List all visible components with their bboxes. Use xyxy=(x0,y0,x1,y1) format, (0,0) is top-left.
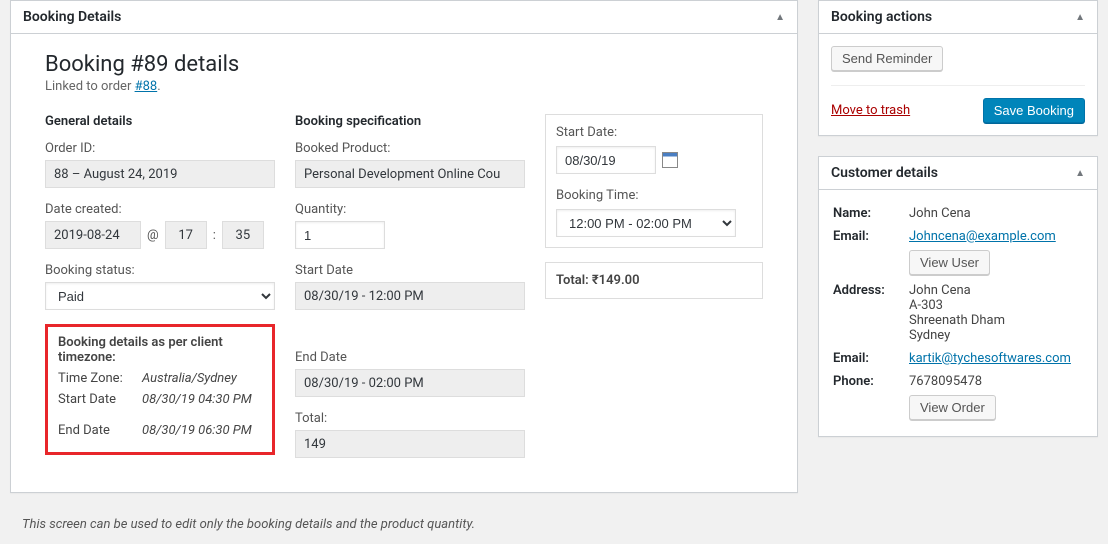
collapse-icon[interactable]: ▲ xyxy=(1075,168,1085,179)
view-user-button[interactable]: View User xyxy=(909,250,990,275)
date-created-min: 35 xyxy=(222,221,264,249)
booking-details-panel: Booking Details ▲ Booking #89 details Li… xyxy=(10,0,798,493)
customer-email-link[interactable]: Johncena@example.com xyxy=(909,229,1056,244)
client-timezone-box: Booking details as per client timezone: … xyxy=(45,324,275,455)
send-reminder-button[interactable]: Send Reminder xyxy=(831,46,943,71)
customer-details-panel: Customer details ▲ Name:John Cena Email:… xyxy=(818,156,1098,437)
booking-spec-column: Booking specification Booked Product: Pe… xyxy=(295,114,525,472)
general-section-title: General details xyxy=(45,114,275,129)
general-details-column: General details Order ID: 88 – August 24… xyxy=(45,114,275,472)
calendar-icon[interactable] xyxy=(662,152,678,168)
spec-end-value: 08/30/19 - 02:00 PM xyxy=(295,369,525,397)
booking-time-label: Booking Time: xyxy=(556,188,752,203)
customer-table: Name:John Cena Email:Johncena@example.co… xyxy=(831,202,1085,424)
spec-end-label: End Date xyxy=(295,350,525,365)
spec-section-title: Booking specification xyxy=(295,114,525,129)
date-total-column: Start Date: Booking Time: 12:00 PM - 02:… xyxy=(545,114,763,472)
spec-start-label: Start Date xyxy=(295,263,525,278)
booking-heading: Booking #89 details xyxy=(45,52,797,77)
product-label: Booked Product: xyxy=(295,141,525,156)
right-start-label: Start Date: xyxy=(556,125,752,140)
tz-start: 08/30/19 04:30 PM xyxy=(142,392,252,407)
customer-email2-link[interactable]: kartik@tychesoftwares.com xyxy=(909,351,1071,366)
customer-address: John CenaA-303Shreenath DhamSydney xyxy=(907,279,1085,347)
start-date-input[interactable] xyxy=(556,146,656,174)
save-booking-button[interactable]: Save Booking xyxy=(983,98,1085,123)
collapse-icon[interactable]: ▲ xyxy=(775,12,785,23)
total-amount: ₹149.00 xyxy=(592,273,640,288)
date-created-hour: 17 xyxy=(165,221,207,249)
booking-actions-panel: Booking actions ▲ Send Reminder Move to … xyxy=(818,0,1098,136)
customer-title: Customer details xyxy=(831,165,938,181)
date-created-label: Date created: xyxy=(45,202,275,217)
screen-hint: This screen can be used to edit only the… xyxy=(10,513,798,544)
total-block: Total: ₹149.00 xyxy=(545,262,763,299)
tz-title: Booking details as per client timezone: xyxy=(58,335,262,365)
qty-input[interactable] xyxy=(295,221,385,249)
booking-status-label: Booking status: xyxy=(45,263,275,278)
order-id-label: Order ID: xyxy=(45,141,275,156)
linked-order-link[interactable]: #88 xyxy=(135,79,158,94)
qty-label: Quantity: xyxy=(295,202,525,217)
product-value: Personal Development Online Cou xyxy=(295,160,525,188)
date-time-block: Start Date: Booking Time: 12:00 PM - 02:… xyxy=(545,114,763,248)
spec-total-value: 149 xyxy=(295,430,525,458)
booking-time-select[interactable]: 12:00 PM - 02:00 PM xyxy=(556,209,736,237)
view-order-button[interactable]: View Order xyxy=(909,395,996,420)
order-id-value: 88 – August 24, 2019 xyxy=(45,160,275,188)
booking-status-select[interactable]: Paid xyxy=(45,282,275,310)
panel-title: Booking Details xyxy=(23,9,121,25)
customer-name: John Cena xyxy=(907,202,1085,225)
actions-title: Booking actions xyxy=(831,9,932,25)
customer-phone: 7678095478View Order xyxy=(907,370,1085,424)
booking-details-header: Booking Details ▲ xyxy=(11,1,797,34)
linked-order: Linked to order #88. xyxy=(45,79,797,94)
collapse-icon[interactable]: ▲ xyxy=(1075,12,1085,23)
tz-end: 08/30/19 06:30 PM xyxy=(142,423,252,438)
move-to-trash-link[interactable]: Move to trash xyxy=(831,103,910,118)
tz-value: Australia/Sydney xyxy=(142,371,237,386)
spec-start-value: 08/30/19 - 12:00 PM xyxy=(295,282,525,310)
spec-total-label: Total: xyxy=(295,411,525,426)
date-created-date: 2019-08-24 xyxy=(45,221,141,249)
